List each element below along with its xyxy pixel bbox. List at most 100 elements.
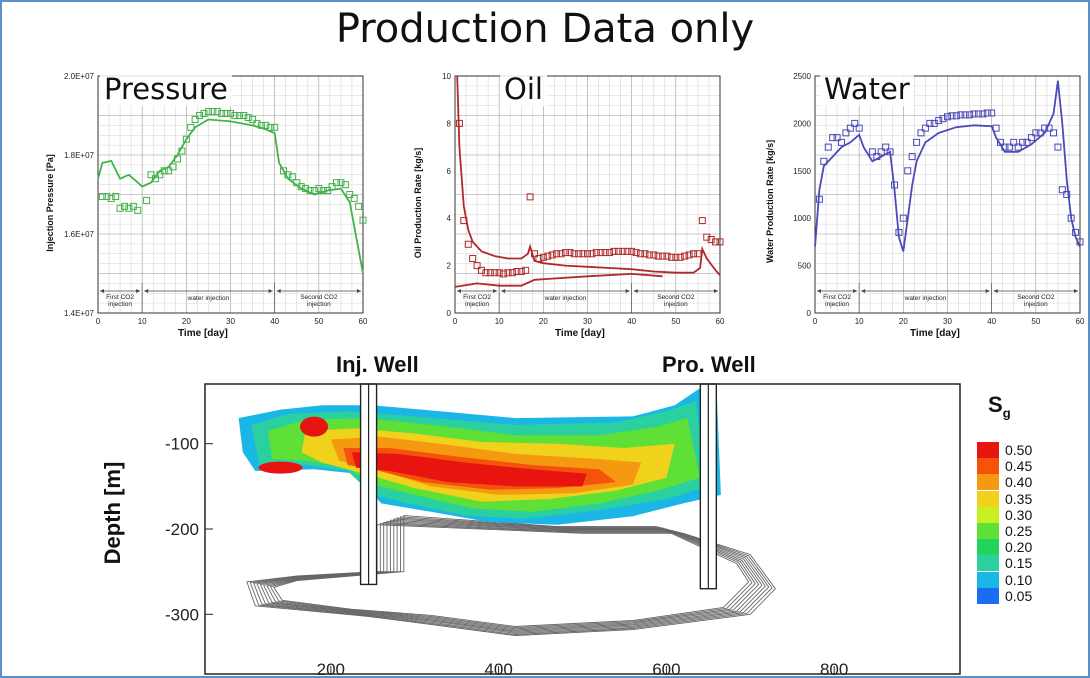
oil-y-tick-label: 8	[447, 119, 452, 128]
pressure-data-point	[143, 196, 151, 204]
pressure-data-point	[121, 202, 128, 210]
oil-panel: 0 10 20 30 40 50 60 0 2 4 6 8 10 First CO2 injection wa…	[410, 60, 740, 345]
water-phase-label: injection	[1024, 301, 1048, 308]
pressure-x-axis-label: Time [day]	[178, 328, 228, 339]
pressure-data-point	[187, 123, 195, 131]
water-data-point	[1027, 134, 1035, 142]
water-grid	[814, 75, 1081, 314]
water-data-point	[904, 167, 912, 175]
water-data-point	[820, 157, 828, 165]
oil-y-tick-label: 6	[447, 167, 452, 176]
oil-data-point	[491, 269, 499, 277]
pressure-data-point	[271, 123, 279, 131]
colorbar-title: Sg	[988, 392, 1011, 421]
water-plot-border	[814, 75, 1081, 314]
pressure-data-point	[169, 163, 177, 171]
pressure-phase-arrowhead	[276, 289, 281, 293]
water-y-tick-label: 2500	[793, 72, 811, 81]
water-y-tick-label: 0	[807, 309, 812, 318]
pressure-data-point	[359, 216, 367, 224]
pressure-phase-arrowhead	[100, 289, 104, 293]
oil-data-point	[681, 252, 689, 260]
oil-phase-label: First CO2	[463, 294, 491, 301]
colorbar-level-label: 0.50	[1005, 442, 1033, 458]
pressure-data-point	[191, 115, 199, 123]
water-data-point	[921, 124, 929, 132]
water-data-point	[983, 109, 991, 117]
pressure-x-tick-label: 60	[359, 317, 368, 326]
oil-data-point	[637, 250, 644, 258]
water-y-tick-label: 1000	[793, 214, 811, 223]
water-data-point	[974, 110, 982, 118]
colorbar-swatch	[977, 587, 999, 604]
oil-panel-title: Oil	[500, 72, 547, 106]
oil-data-point	[672, 253, 680, 261]
water-data-point	[944, 113, 951, 121]
pressure-y-axis-label: Injection Pressure [Pa]	[45, 154, 55, 252]
colorbar-swatch	[977, 539, 999, 556]
water-data-point	[842, 129, 850, 137]
oil-y-tick-label: 2	[447, 262, 452, 271]
colorbar-row: 0.20	[975, 539, 1075, 556]
oil-data-point	[628, 247, 636, 255]
oil-data-point	[645, 251, 653, 259]
colorbar-row: 0.35	[975, 490, 1075, 507]
oil-phase-arrowhead	[493, 289, 498, 293]
water-phase-label: Second CO2	[1017, 294, 1055, 301]
pressure-grid	[97, 75, 364, 314]
oil-data-point	[504, 269, 512, 277]
contour-line	[256, 520, 766, 633]
colorbar-level-label: 0.15	[1005, 555, 1033, 572]
pressure-series-line	[97, 118, 364, 274]
oil-series-line	[454, 272, 663, 288]
water-phase-arrowhead	[817, 289, 821, 293]
y-tick-label: -300	[165, 605, 199, 624]
oil-phase-arrowhead	[625, 289, 630, 293]
oil-y-axis-label: Oil Production Rate [kg/s]	[413, 147, 423, 259]
colorbar-swatch	[977, 490, 999, 507]
colorbar-legend: 0.50 0.45 0.40 0.35 0.30 0.25 0.20 0.15 0.10 0.05	[975, 390, 1075, 640]
pressure-y-tick-label: 1.4E+07	[64, 309, 95, 318]
oil-phase-arrowhead	[457, 289, 461, 293]
water-data-point	[961, 111, 969, 119]
oil-data-point	[632, 249, 640, 257]
water-data-point	[948, 112, 956, 120]
pressure-data-point	[218, 110, 226, 118]
pressure-data-point	[147, 171, 155, 179]
oil-data-point	[606, 249, 614, 257]
colorbar-level-label: 0.25	[1005, 523, 1033, 539]
water-data-point	[908, 153, 916, 161]
water-data-point	[899, 214, 907, 222]
water-data-point	[851, 119, 859, 127]
water-data-point	[979, 110, 987, 118]
pressure-x-tick-label: 0	[96, 317, 101, 326]
water-data-point	[855, 124, 863, 132]
oil-data-point	[486, 269, 494, 277]
pressure-phase-arrowhead	[136, 289, 141, 293]
pressure-data-point	[231, 112, 239, 119]
saturation-hotspot	[258, 461, 303, 474]
water-x-tick-label: 60	[1076, 317, 1085, 326]
oil-data-point	[676, 253, 684, 261]
oil-data-point	[575, 250, 583, 258]
colorbar-row: 0.10	[975, 571, 1075, 588]
oil-y-tick-label: 4	[447, 214, 452, 223]
oil-phase-label: Second CO2	[657, 294, 695, 301]
oil-data-point	[703, 233, 711, 241]
water-data-point	[1014, 143, 1022, 151]
water-x-tick-label: 30	[943, 317, 952, 326]
oil-data-point	[659, 252, 667, 260]
oil-data-point	[500, 270, 508, 278]
oil-data-point	[619, 247, 627, 255]
pressure-data-point	[244, 113, 252, 121]
pressure-y-tick-label: 1.8E+07	[64, 151, 95, 160]
pressure-data-point	[116, 204, 124, 212]
water-data-point	[1010, 138, 1018, 146]
oil-data-point	[570, 250, 578, 258]
pressure-data-point	[249, 115, 257, 123]
water-phase-arrowhead	[985, 289, 990, 293]
